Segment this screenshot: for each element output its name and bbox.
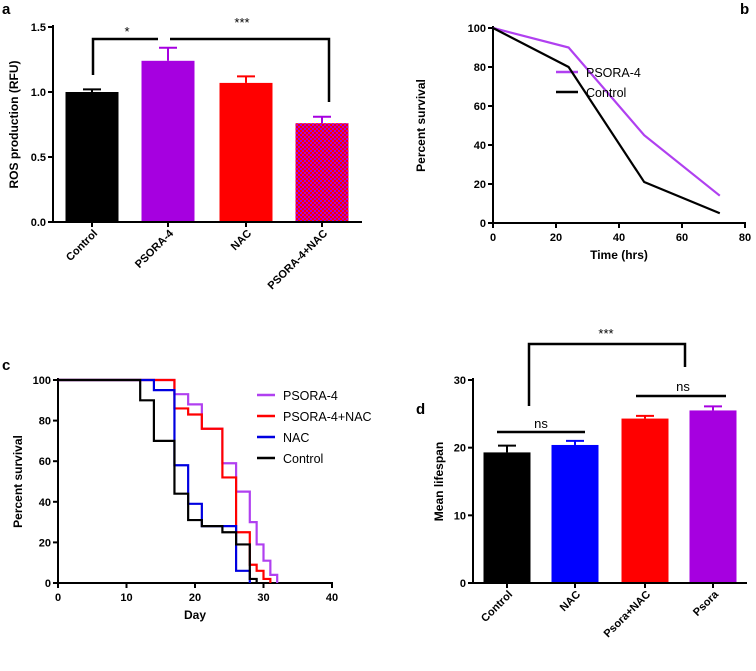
y-tick-label: 0.5 <box>31 152 46 164</box>
x-tick-label: 80 <box>739 232 751 244</box>
significance-label: *** <box>234 15 249 30</box>
y-tick-label: 10 <box>454 510 466 522</box>
y-tick-label: 100 <box>33 375 51 387</box>
bar-psora-4 <box>141 60 195 222</box>
y-tick-label: 40 <box>474 140 486 152</box>
x-tick-label: PSORA-4 <box>133 227 177 271</box>
y-tick-label: 30 <box>454 375 466 387</box>
y-tick-label: 60 <box>39 456 51 468</box>
panel-label: c <box>2 357 10 374</box>
x-tick-label: Control <box>479 589 515 625</box>
legend-label: PSORA-4+NAC <box>283 410 372 424</box>
significance-bracket <box>91 37 158 75</box>
bar-psora <box>689 410 737 583</box>
significance-bracket <box>170 37 331 102</box>
y-tick-label: 20 <box>454 443 466 455</box>
y-tick-label: 20 <box>474 179 486 191</box>
bar-control <box>483 452 531 583</box>
significance-bracket <box>527 342 687 406</box>
significance-label: * <box>124 24 129 39</box>
y-axis-label: Mean lifespan <box>432 442 446 521</box>
bar-nac <box>551 444 599 583</box>
y-axis-label: Percent survival <box>414 79 428 172</box>
y-tick-label: 0.0 <box>31 217 46 229</box>
x-tick-label: NAC <box>558 589 583 614</box>
x-tick-label: PSORA-4+NAC <box>266 228 330 292</box>
bar-nac <box>219 82 273 223</box>
legend-label: NAC <box>283 431 309 445</box>
y-tick-label: 1.5 <box>31 22 46 34</box>
panel-label: b <box>740 1 749 18</box>
y-tick-label: 20 <box>39 537 51 549</box>
y-tick-label: 0 <box>45 578 51 590</box>
x-tick-label: 20 <box>550 232 562 244</box>
x-tick-label: Psora <box>691 588 722 619</box>
legend-label: Control <box>586 86 626 100</box>
y-tick-label: 80 <box>39 416 51 428</box>
series-control-line <box>58 378 258 583</box>
legend-label: PSORA-4 <box>586 66 641 80</box>
bar-psora-4-nac <box>295 123 349 222</box>
x-tick-label: NAC <box>229 228 254 253</box>
y-tick-label: 0 <box>460 578 466 590</box>
x-tick-label: 60 <box>676 232 688 244</box>
x-tick-label: Psora+NAC <box>602 589 654 641</box>
y-tick-label: 60 <box>474 101 486 113</box>
legend-label: Control <box>283 452 323 466</box>
y-tick-label: 100 <box>468 23 486 35</box>
x-tick-label: 30 <box>257 592 269 604</box>
series-psora-4-nac-line <box>58 378 272 583</box>
series-psora-4-line <box>492 26 721 197</box>
x-tick-label: 10 <box>120 592 132 604</box>
panel-label: a <box>2 1 11 18</box>
y-axis-label: ROS production (RFU) <box>7 61 21 189</box>
bar-psora-nac <box>621 418 669 583</box>
legend-label: PSORA-4 <box>283 389 338 403</box>
significance-label: ns <box>534 416 548 431</box>
x-tick-label: Control <box>64 228 100 264</box>
panel-label: d <box>416 401 425 418</box>
y-tick-label: 80 <box>474 62 486 74</box>
y-tick-label: 1.0 <box>31 87 46 99</box>
x-axis-label: Day <box>184 608 206 622</box>
y-tick-label: 0 <box>480 218 486 230</box>
x-tick-label: 0 <box>55 592 61 604</box>
series-control-line <box>492 27 721 215</box>
x-axis-label: Time (hrs) <box>590 248 648 262</box>
y-axis-label: Percent survival <box>11 435 25 528</box>
series-psora-4-line <box>58 378 279 583</box>
x-tick-label: 40 <box>326 592 338 604</box>
x-tick-label: 40 <box>613 232 625 244</box>
significance-label: *** <box>598 326 613 341</box>
bar-control <box>65 92 119 222</box>
x-tick-label: 20 <box>189 592 201 604</box>
x-tick-label: 0 <box>490 232 496 244</box>
significance-label: ns <box>676 379 690 394</box>
y-tick-label: 40 <box>39 497 51 509</box>
